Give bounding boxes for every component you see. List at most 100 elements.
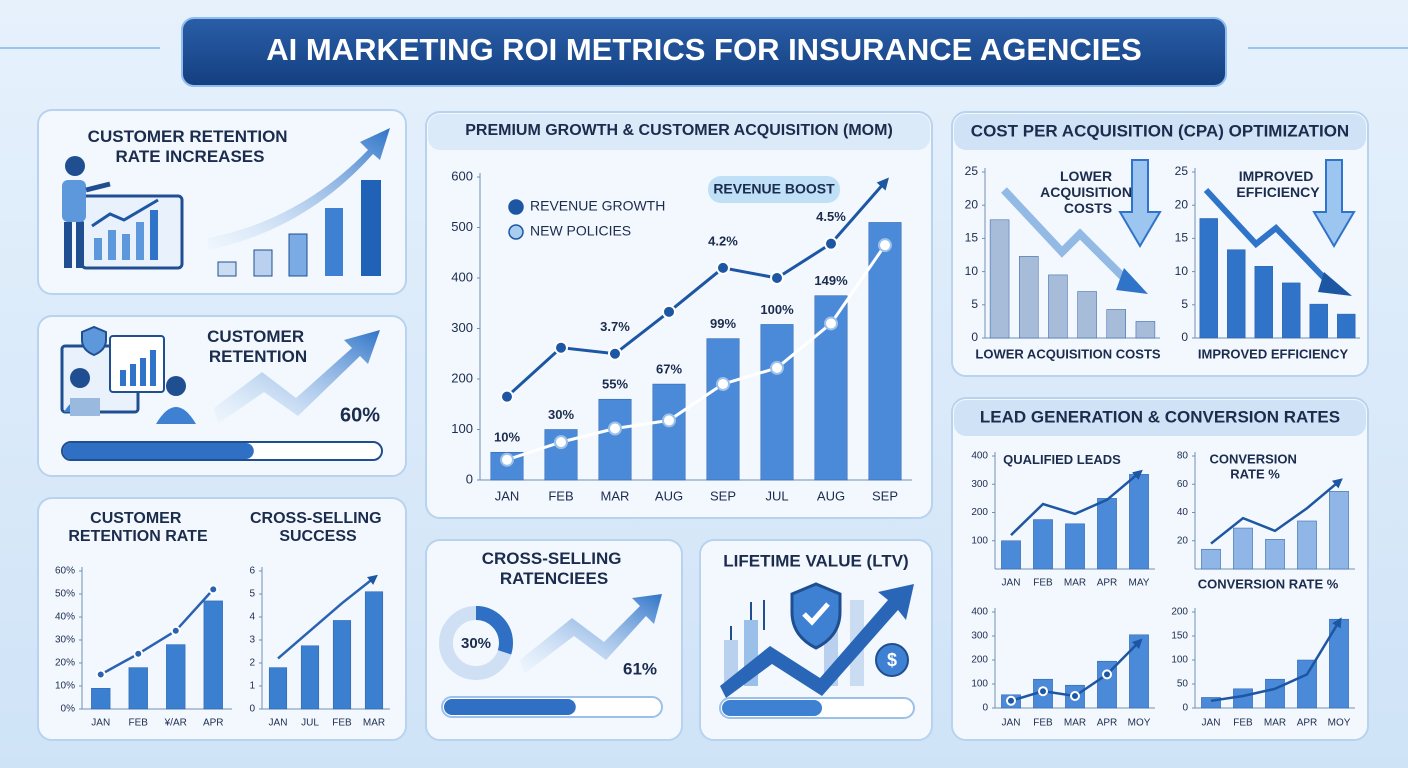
- bar: [1329, 491, 1349, 570]
- x-tick-label: AUG: [817, 488, 845, 503]
- x-tick-label: JAN: [495, 488, 520, 503]
- donut-label: 30%: [461, 635, 491, 652]
- line-point: [554, 435, 568, 450]
- x-axis-label: LOWER ACQUISITION COSTS: [975, 346, 1160, 361]
- panel-title: LEAD GENERATION & CONVERSION RATES: [980, 407, 1340, 426]
- line-point: [716, 260, 730, 275]
- x-tick-label: FEB: [1233, 718, 1253, 729]
- value-label: 60%: [340, 404, 380, 426]
- y-tick-label: 100: [451, 421, 473, 436]
- x-tick-label: FEB: [332, 718, 352, 729]
- y-tick-label: 20%: [55, 658, 75, 669]
- line-series: [505, 177, 889, 398]
- y-tick-label: 5: [1181, 297, 1188, 311]
- chart-title: LOWER ACQUISITION COSTS: [1040, 168, 1136, 216]
- line-annotation: 3.7%: [600, 319, 630, 334]
- y-tick-label: 60: [1177, 479, 1189, 490]
- x-tick-label: JAN: [1002, 718, 1021, 729]
- bar-annotation: 149%: [814, 273, 848, 288]
- x-tick-label: FEB: [129, 718, 149, 729]
- line-point: [208, 584, 219, 595]
- chart-title: CONVERSION RATE %: [1209, 452, 1300, 482]
- bar: [1254, 266, 1273, 339]
- x-tick-label: MAR: [1064, 578, 1086, 589]
- line-point: [662, 304, 676, 319]
- y-tick-label: 4: [249, 612, 255, 623]
- x-tick-label: SEP: [872, 488, 898, 503]
- bar: [1265, 678, 1285, 709]
- y-tick-label: 60%: [55, 566, 75, 577]
- legend-label: REVENUE GROWTH: [530, 198, 665, 214]
- bar: [1227, 249, 1246, 339]
- bar: [364, 591, 384, 710]
- bar: [706, 338, 740, 481]
- line-series: [277, 574, 378, 660]
- y-tick-label: 100: [1171, 655, 1188, 666]
- illustration: [60, 325, 380, 424]
- x-tick-label: MAR: [1064, 718, 1086, 729]
- y-tick-label: 0: [971, 330, 978, 344]
- y-tick-label: 2: [249, 658, 255, 669]
- illustration: [62, 128, 390, 277]
- y-tick-label: 15: [1175, 231, 1189, 245]
- y-tick-label: 150: [1171, 631, 1188, 642]
- bar: [1106, 309, 1126, 339]
- y-tick-label: 1: [249, 681, 255, 692]
- bar-annotation: 10%: [494, 430, 520, 445]
- page-title: AI MARKETING ROI METRICS FOR INSURANCE A…: [266, 32, 1142, 67]
- x-tick-label: APR: [1097, 578, 1118, 589]
- y-tick-label: 40%: [55, 612, 75, 623]
- y-tick-label: 3: [249, 635, 255, 646]
- bar: [1033, 519, 1053, 570]
- x-tick-label: FEB: [548, 488, 573, 503]
- y-tick-label: 15: [965, 231, 979, 245]
- panel-header: [428, 114, 930, 150]
- x-tick-label: JUL: [765, 488, 788, 503]
- line-point: [662, 413, 676, 428]
- x-tick-label: APR: [1297, 718, 1318, 729]
- progress-fill: [444, 699, 576, 715]
- x-tick-label: APR: [203, 718, 224, 729]
- y-tick-label: 400: [971, 451, 988, 462]
- chart-title: QUALIFIED LEADS: [1003, 452, 1121, 467]
- line-point: [824, 236, 838, 251]
- x-tick-label: MOY: [1328, 718, 1351, 729]
- bar: [1201, 548, 1221, 570]
- line-series: [506, 244, 887, 462]
- y-tick-label: 10%: [55, 681, 75, 692]
- bar: [1001, 540, 1021, 570]
- bar-annotation: 99%: [710, 316, 736, 331]
- x-tick-label: MAR: [1264, 718, 1286, 729]
- chart-title: PREMIUM GROWTH & CUSTOMER ACQUISITION (M…: [465, 122, 893, 139]
- illustration: $: [719, 582, 915, 719]
- x-axis-label: CONVERSION RATE %: [1198, 576, 1339, 591]
- line-point: [608, 346, 622, 361]
- x-axis-label: IMPROVED EFFICIENCY: [1198, 346, 1349, 361]
- y-tick-label: 0: [1182, 703, 1188, 714]
- y-tick-label: 0: [249, 704, 255, 715]
- y-tick-label: 0: [466, 471, 473, 486]
- bar: [1337, 313, 1356, 339]
- x-tick-label: APR: [1097, 718, 1118, 729]
- line-point: [770, 360, 784, 375]
- y-tick-label: 5: [971, 297, 978, 311]
- bar: [598, 398, 632, 481]
- bar: [91, 688, 111, 710]
- bar: [760, 324, 794, 481]
- y-tick-label: 600: [451, 168, 473, 183]
- line-point: [500, 389, 514, 404]
- card-title: CUSTOMER RETENTION: [207, 327, 309, 366]
- y-tick-label: 200: [451, 370, 473, 385]
- panel: [951, 111, 1369, 377]
- y-tick-label: 0: [1181, 330, 1188, 344]
- y-tick-label: 200: [1171, 607, 1188, 618]
- x-tick-label: JAN: [1002, 578, 1021, 589]
- bar-annotation: 100%: [760, 302, 794, 317]
- chart-title: CROSS-SELLING SUCCESS: [250, 510, 386, 545]
- bar: [1199, 218, 1218, 339]
- card-title: LIFETIME VALUE (LTV): [723, 551, 908, 570]
- bar: [166, 644, 186, 710]
- bar: [128, 667, 148, 710]
